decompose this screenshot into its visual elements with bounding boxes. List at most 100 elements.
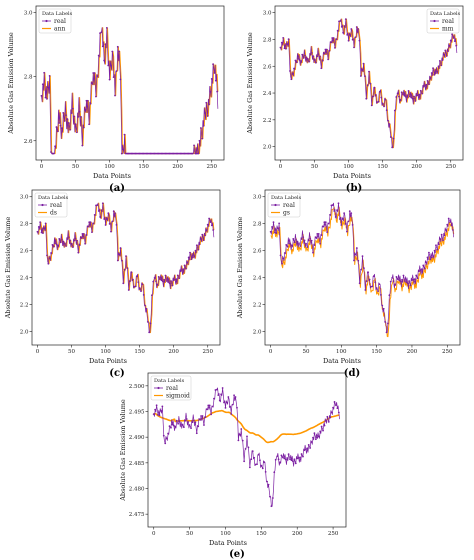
data-point-real (114, 212, 116, 215)
data-point-real (180, 422, 182, 424)
data-point-real (370, 285, 372, 288)
data-point-real (212, 229, 215, 231)
data-point-real (159, 278, 161, 281)
y-tick-label: 3.0 (20, 195, 29, 201)
data-point-real (402, 93, 404, 96)
data-point-real (218, 399, 221, 402)
data-point-real (429, 258, 432, 261)
y-tick-label: 2.475 (129, 512, 145, 518)
legend-marker-real (433, 19, 436, 23)
chart-panel-4: 0 50 100 150 200 250 2.0 2.2 2.4 2.6 2.8 3.0 Data Po… (236, 189, 461, 379)
data-point-real (138, 287, 141, 289)
data-point-real (453, 40, 456, 43)
data-point-real (153, 277, 156, 279)
data-point-real (388, 123, 391, 125)
legend-entry-sigmoid: sigmoid (166, 393, 190, 400)
data-point-real (77, 115, 80, 118)
y-tick-label: 2.0 (253, 330, 262, 336)
data-point-real (194, 152, 197, 155)
data-point-real (185, 418, 188, 420)
data-point-real (84, 242, 87, 245)
x-tick-label: 0 (269, 349, 273, 355)
data-point-real (439, 238, 442, 240)
data-point-real (410, 96, 413, 99)
data-point-real (164, 274, 167, 277)
data-point-real (444, 49, 447, 52)
data-point-real (435, 244, 437, 247)
y-tick-label: 2.4 (20, 276, 29, 282)
data-point-real (61, 239, 63, 241)
data-point-real (200, 415, 202, 417)
data-point-real (154, 408, 157, 411)
data-point-real (307, 239, 310, 242)
data-point-real (141, 152, 144, 155)
data-point-real (50, 252, 52, 254)
data-point-real (323, 424, 326, 427)
data-point-real (187, 421, 190, 423)
y-tick-label: 2.8 (253, 222, 262, 228)
data-point-real (86, 225, 89, 228)
data-point-real (339, 20, 342, 22)
data-point-real (372, 95, 374, 98)
data-point-real (85, 99, 88, 102)
data-point-real (273, 471, 276, 474)
data-point-real (358, 39, 361, 42)
data-point-real (312, 55, 315, 57)
data-point-real (51, 244, 54, 246)
x-tick-label: 0 (36, 349, 40, 355)
data-point-real (130, 152, 133, 155)
data-point-real (100, 209, 103, 211)
data-point-real (325, 419, 327, 422)
legend-title: Data Labels (42, 11, 73, 17)
data-point-real (350, 28, 353, 30)
data-point-real (66, 238, 69, 240)
data-point-real (233, 394, 235, 397)
data-point-real (313, 432, 316, 435)
y-tick-label: 2.2 (20, 303, 29, 309)
series-line-real (270, 202, 454, 333)
y-axis-label: Absolute Gas Emission Volume (7, 32, 15, 135)
data-point-real (112, 210, 115, 213)
chart-panel-3: 0 50 100 150 200 250 2.0 2.2 2.4 2.6 2.8 3.0 Data Po… (4, 189, 221, 379)
data-point-real (183, 264, 186, 267)
data-point-real (177, 422, 180, 425)
data-point-real (290, 459, 293, 462)
data-point-real (63, 120, 66, 122)
data-point-real (406, 94, 409, 97)
data-point-real (197, 248, 200, 251)
data-point-real (364, 289, 367, 291)
data-point-real (369, 82, 372, 85)
data-point-real (430, 256, 433, 259)
data-point-real (299, 60, 302, 62)
data-point-real (376, 101, 379, 104)
data-point-real (237, 439, 240, 442)
data-point-real (392, 280, 395, 283)
data-point-real (101, 202, 104, 205)
data-point-real (69, 128, 71, 131)
data-point-real (125, 152, 127, 155)
data-point-real (186, 152, 189, 155)
data-point-real (298, 242, 300, 245)
data-point-real (358, 282, 361, 285)
data-point-real (92, 222, 95, 225)
data-point-real (400, 91, 403, 94)
data-point-real (354, 253, 357, 256)
x-tick-label: 150 (256, 531, 267, 537)
data-point-real (58, 122, 61, 124)
data-point-real (58, 238, 61, 240)
y-tick-label: 2.500 (129, 384, 145, 390)
data-point-real (320, 67, 323, 70)
data-point-real (389, 136, 392, 138)
data-point-real (193, 144, 195, 147)
data-point-real (141, 283, 144, 286)
data-point-real (195, 244, 198, 247)
data-point-real (114, 94, 116, 97)
data-point-real (210, 413, 213, 416)
data-point-real (97, 210, 100, 212)
data-point-real (335, 38, 338, 41)
data-point-real (115, 70, 118, 73)
data-point-real (161, 405, 164, 408)
data-point-real (52, 245, 55, 248)
y-tick-label: 3.0 (253, 195, 262, 201)
